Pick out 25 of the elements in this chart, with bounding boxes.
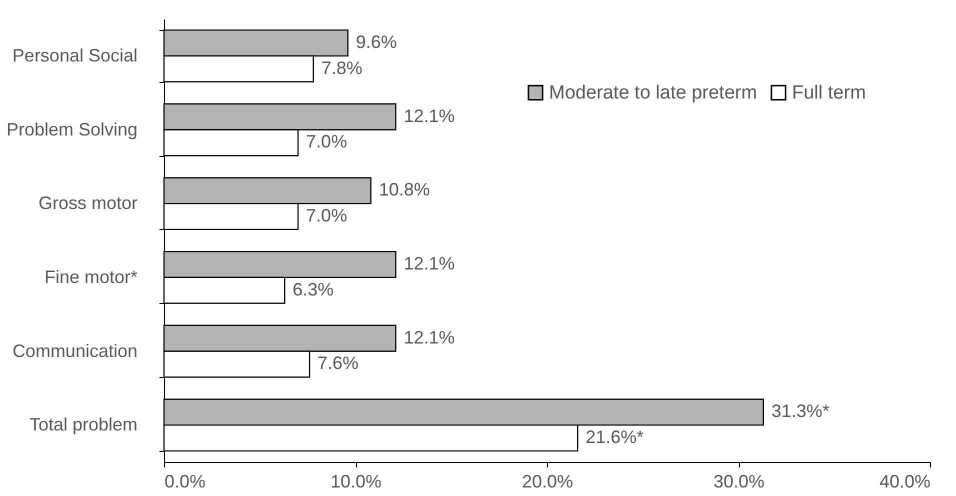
data-label: 12.1%	[404, 253, 455, 274]
data-label: 12.1%	[404, 327, 455, 348]
x-tick-label: 20.0%	[522, 472, 574, 492]
data-label: 7.0%	[306, 206, 348, 226]
data-label: 7.0%	[306, 132, 348, 152]
data-label: 7.8%	[321, 58, 362, 78]
y-tick-label: Fine motor*	[44, 266, 138, 287]
data-label: 7.6%	[318, 353, 359, 374]
data-label: 6.3%	[292, 279, 334, 300]
data-label: 10.8%	[378, 180, 430, 200]
y-tick-label: Problem Solving	[6, 119, 138, 140]
data-label: 31.3%*	[771, 401, 830, 422]
data-label: 12.1%	[404, 106, 455, 126]
y-tick-label: Gross motor	[38, 193, 138, 214]
y-tick-label: Total problem	[29, 414, 138, 435]
data-label: 9.6%	[356, 32, 397, 52]
x-tick-label: 0.0%	[164, 472, 206, 492]
y-tick-label: Personal Social	[12, 45, 138, 66]
data-label: 21.6%*	[586, 427, 644, 448]
legend-label: Full term	[792, 82, 866, 104]
x-tick-label: 30.0%	[713, 472, 765, 492]
x-tick-label: 10.0%	[330, 472, 382, 492]
y-tick-label: Communication	[12, 340, 138, 361]
legend-label: Moderate to late preterm	[549, 82, 758, 104]
x-tick-label: 40.0%	[879, 472, 930, 492]
